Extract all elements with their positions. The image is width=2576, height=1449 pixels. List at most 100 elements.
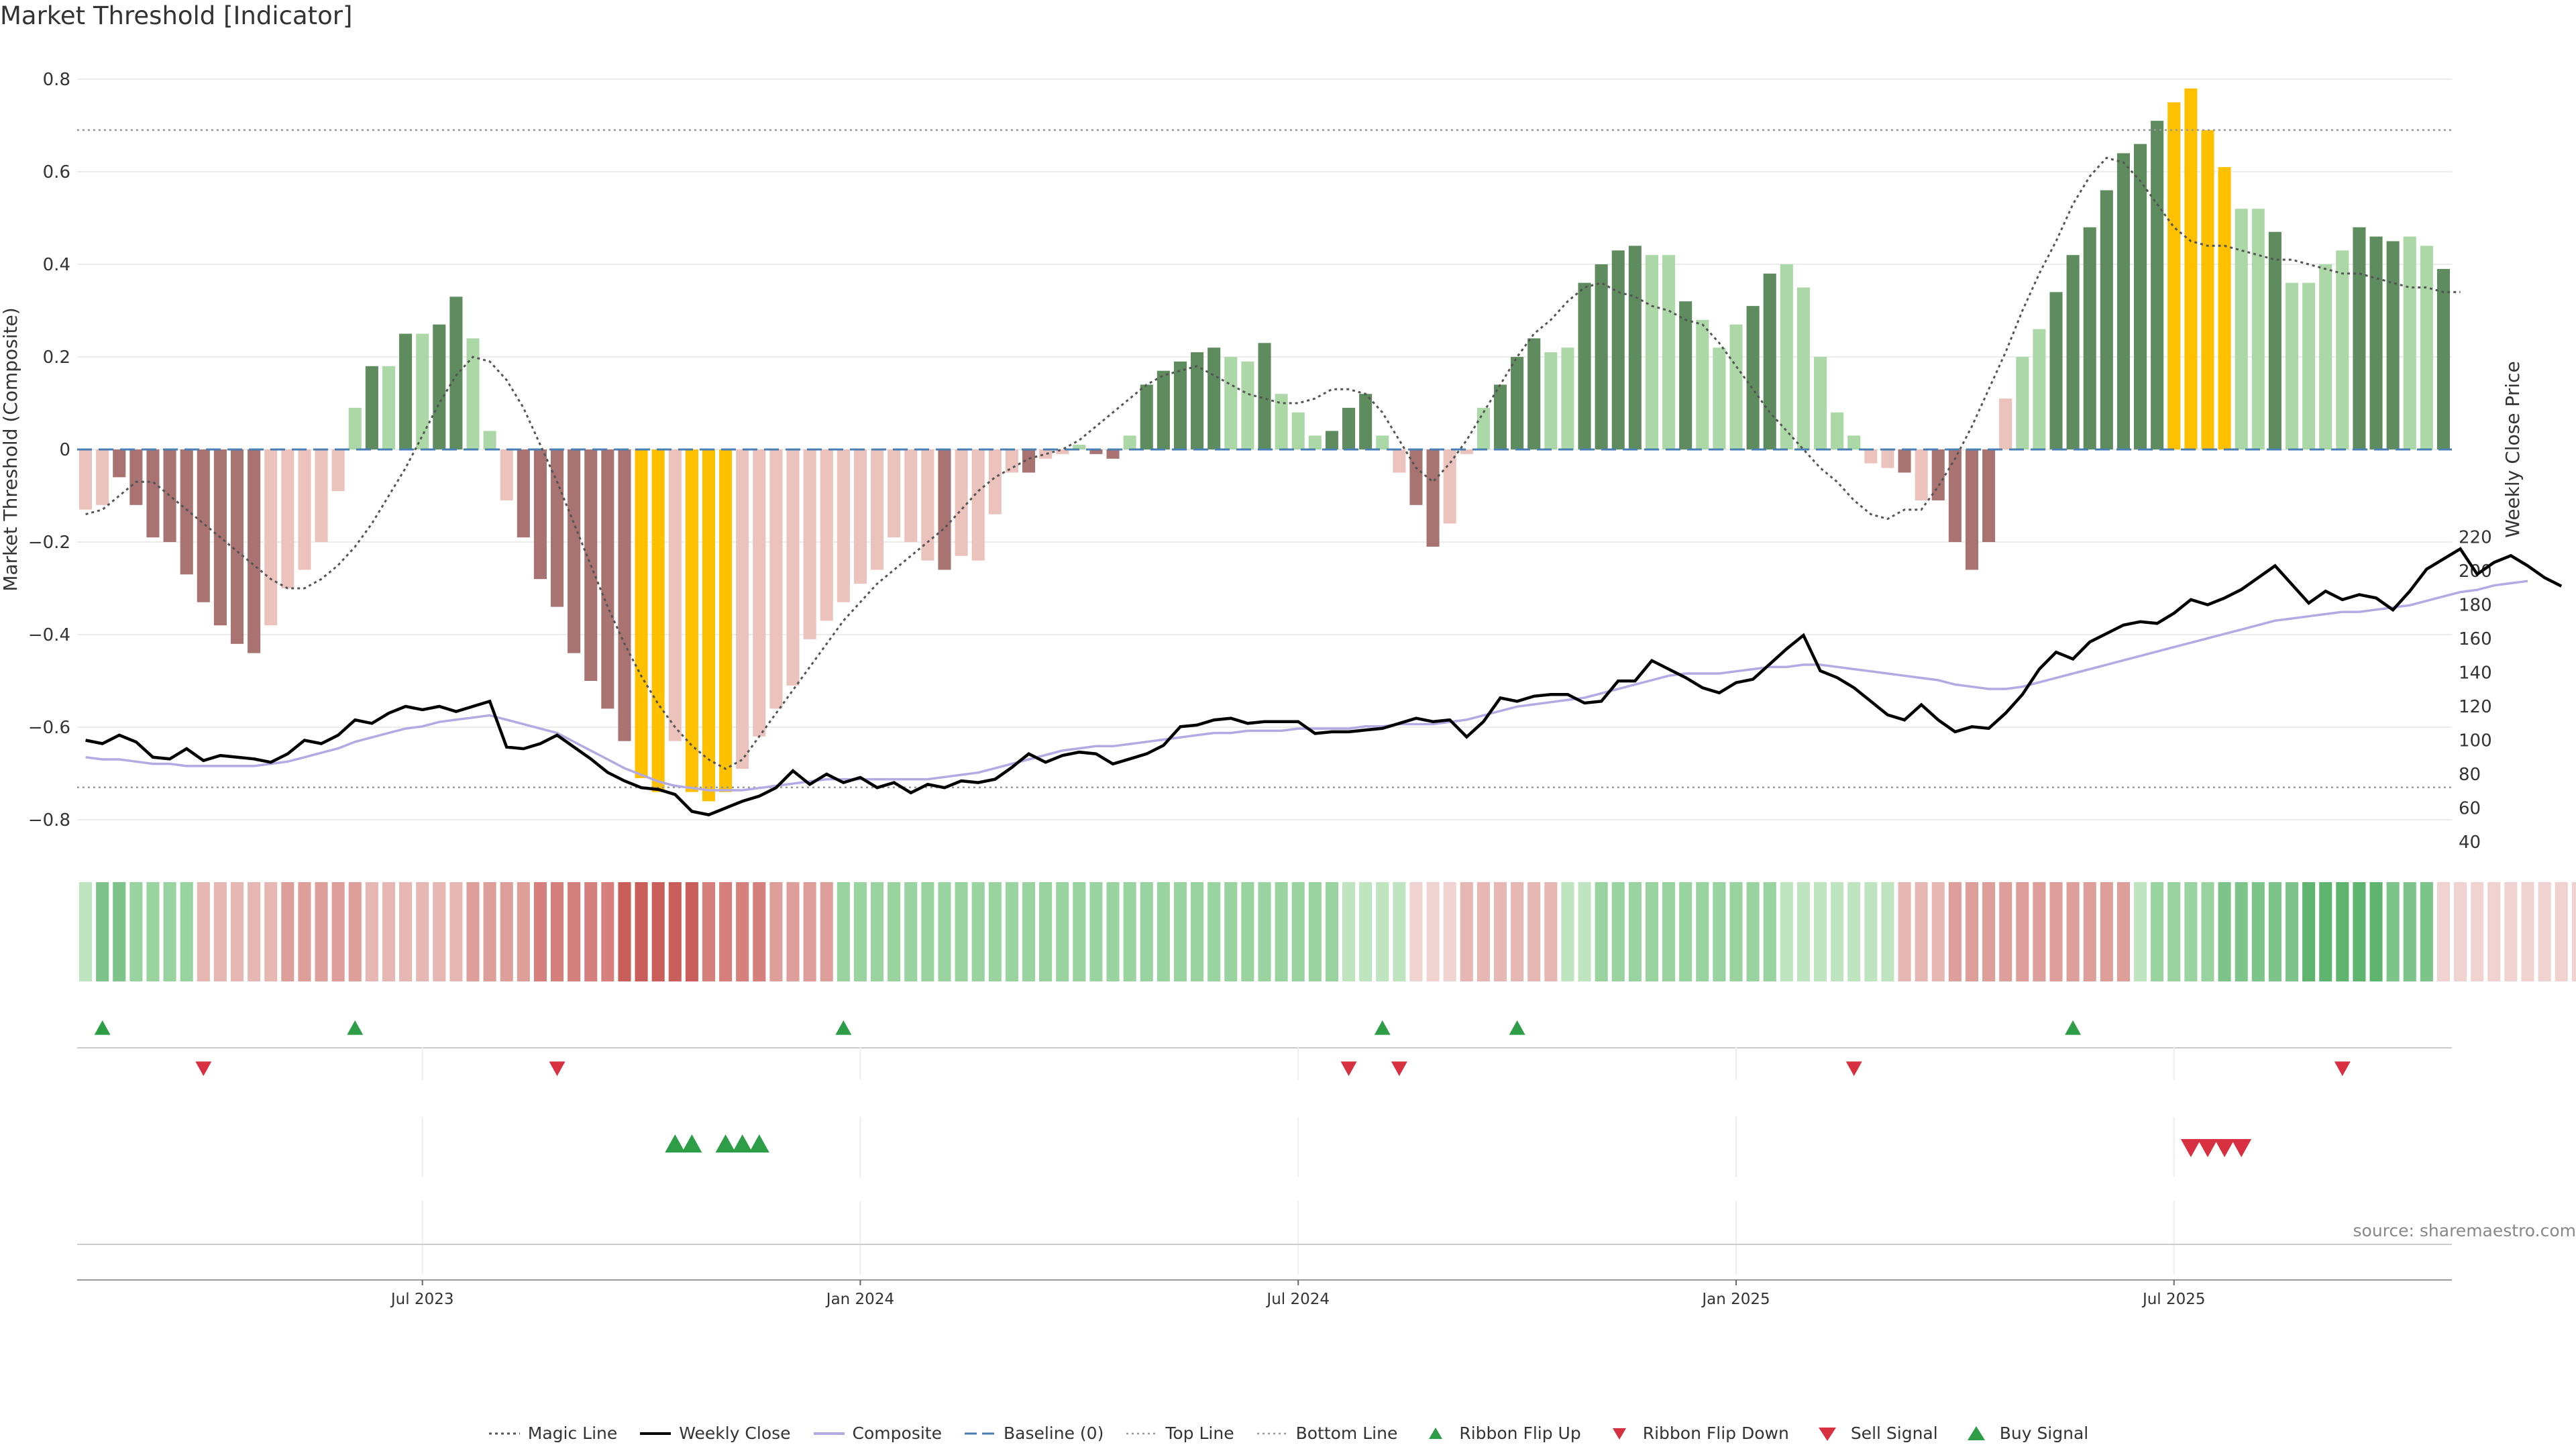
ribbon-cell <box>2302 882 2316 981</box>
ribbon-cell <box>1696 882 1709 981</box>
ribbon-cell <box>2184 882 2198 981</box>
ribbon-cell <box>1813 882 1827 981</box>
ribbon-cell <box>382 882 396 981</box>
legend-item: Sell Signal <box>1811 1424 1938 1443</box>
legend-swatch-icon <box>1256 1432 1288 1434</box>
ribbon-cell <box>348 882 362 981</box>
ribbon-cell <box>2049 882 2063 981</box>
composite-bar <box>1342 407 1356 449</box>
composite-bar <box>1224 357 1238 449</box>
legend-swatch-icon <box>640 1432 672 1435</box>
ribbon-cell <box>1679 882 1693 981</box>
sell-signal-marker <box>2180 1139 2201 1157</box>
ribbon-cell <box>1308 882 1322 981</box>
composite-bar <box>1965 449 1979 570</box>
composite-bar <box>668 449 682 741</box>
ribbon-cell <box>1275 882 1288 981</box>
ribbon-cell <box>2033 882 2046 981</box>
composite-bar <box>1729 324 1743 449</box>
composite-bar <box>2386 241 2400 449</box>
ribbon-cell <box>2353 882 2366 981</box>
ribbon-cell <box>1831 882 1844 981</box>
ribbon-cell <box>2218 882 2231 981</box>
y-tick-label: 0.2 <box>43 347 70 368</box>
composite-bar <box>2319 264 2332 449</box>
composite-bar <box>1443 449 1456 524</box>
y2-tick-label: 40 <box>2459 833 2481 853</box>
sell-signal-marker <box>2214 1139 2235 1157</box>
composite-bar <box>938 449 951 570</box>
composite-bar <box>601 449 614 709</box>
ribbon-cell <box>1544 882 1558 981</box>
ribbon-flip-up-marker <box>2065 1020 2082 1035</box>
composite-bar <box>769 449 783 709</box>
y2-tick-label: 180 <box>2459 596 2492 616</box>
y-tick-label: −0.6 <box>28 718 70 738</box>
y-tick-label: 0 <box>59 440 70 460</box>
composite-bar <box>1376 435 1389 449</box>
ribbon-cell <box>2201 882 2214 981</box>
composite-bar <box>1713 347 1726 449</box>
composite-bar <box>129 449 143 505</box>
x-tick-label: Jul 2023 <box>390 1291 454 1308</box>
composite-bar <box>685 449 698 792</box>
composite-bar <box>449 297 463 449</box>
composite-bar <box>888 449 901 538</box>
ribbon-cell <box>550 882 564 981</box>
y-tick-label: −0.8 <box>28 810 70 830</box>
composite-bar <box>1847 435 1861 449</box>
x-tick-label: Jan 2024 <box>825 1291 894 1308</box>
legend-swatch-icon <box>1126 1432 1158 1434</box>
ribbon-cell <box>702 882 716 981</box>
ribbon-cell <box>1662 882 1676 981</box>
ribbon-cell <box>1173 882 1187 981</box>
composite-bar <box>1123 435 1136 449</box>
composite-bar <box>1915 449 1928 500</box>
y2-tick-label: 220 <box>2459 528 2492 548</box>
buy-signal-marker <box>732 1134 753 1152</box>
ribbon-cell <box>921 882 934 981</box>
legend-label: Ribbon Flip Down <box>1642 1424 1789 1443</box>
composite-bar <box>2083 227 2096 449</box>
ribbon-cell <box>601 882 614 981</box>
ribbon-cell <box>2538 882 2551 981</box>
ribbon-cell <box>96 882 109 981</box>
ribbon-cell <box>618 882 631 981</box>
ribbon-cell <box>1898 882 1911 981</box>
ribbon-cell <box>2471 882 2484 981</box>
ribbon-cell <box>971 882 985 981</box>
composite-bar <box>2116 153 2130 449</box>
composite-bar <box>904 449 918 542</box>
ribbon-cell <box>736 882 749 981</box>
ribbon-cell <box>1948 882 1962 981</box>
composite-bar <box>1645 255 1658 449</box>
ribbon-cell <box>331 882 345 981</box>
composite-bar <box>1864 449 1878 464</box>
ribbon-cell <box>1073 882 1086 981</box>
ribbon-cell <box>803 882 816 981</box>
ribbon-cell <box>163 882 176 981</box>
ribbon-cell <box>753 882 766 981</box>
composite-bar <box>1460 449 1473 454</box>
composite-bar <box>702 449 716 802</box>
composite-bar <box>197 449 210 602</box>
composite-bar <box>146 449 160 538</box>
ribbon-flip-down-marker <box>1391 1061 1407 1076</box>
composite-bar <box>1999 398 2012 449</box>
composite-bar <box>281 449 294 588</box>
composite-bar <box>1527 338 1541 449</box>
composite-bar <box>2201 129 2214 449</box>
composite-bar <box>248 449 261 653</box>
composite-bar <box>79 449 93 510</box>
legend-item: Buy Signal <box>1960 1424 2088 1443</box>
composite-bar <box>635 449 648 778</box>
composite-bar <box>719 449 733 792</box>
composite-bar <box>1426 449 1440 547</box>
composite-bar <box>1275 394 1288 449</box>
ribbon-cell <box>1005 882 1018 981</box>
ribbon-flip-up-marker <box>1509 1020 1525 1035</box>
buy-signal-marker <box>665 1134 686 1152</box>
ribbon-cell <box>1140 882 1153 981</box>
composite-bar <box>871 449 884 570</box>
ribbon-flip-up-marker <box>835 1020 852 1035</box>
